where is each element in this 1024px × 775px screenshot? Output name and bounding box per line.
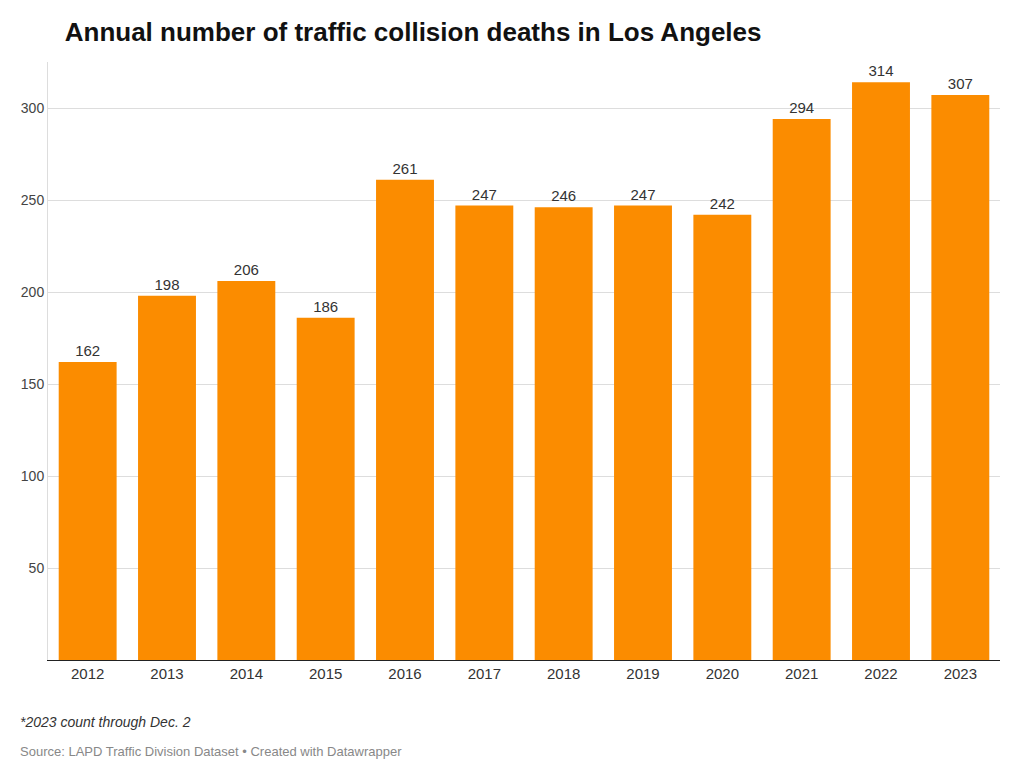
svg-text:2020: 2020 [706,665,739,682]
svg-text:Annual number of traffic colli: Annual number of traffic collision death… [65,17,762,47]
svg-text:100: 100 [21,468,45,484]
svg-text:300: 300 [21,100,45,116]
svg-text:2023: 2023 [944,665,977,682]
svg-text:*2023 count through Dec. 2: *2023 count through Dec. 2 [20,714,191,730]
svg-text:50: 50 [29,560,45,576]
svg-text:250: 250 [21,192,45,208]
svg-text:2018: 2018 [547,665,580,682]
svg-text:246: 246 [551,187,576,204]
svg-text:261: 261 [392,160,417,177]
svg-text:247: 247 [630,186,655,203]
svg-text:200: 200 [21,284,45,300]
svg-text:198: 198 [154,276,179,293]
svg-text:Source: LAPD Traffic Division: Source: LAPD Traffic Division Dataset • … [20,744,402,759]
svg-text:247: 247 [472,186,497,203]
svg-text:2019: 2019 [626,665,659,682]
svg-text:206: 206 [234,261,259,278]
svg-text:294: 294 [789,99,814,116]
svg-text:242: 242 [710,195,735,212]
svg-text:186: 186 [313,298,338,315]
svg-text:2014: 2014 [230,665,263,682]
svg-text:2013: 2013 [150,665,183,682]
svg-text:314: 314 [868,62,893,79]
svg-text:307: 307 [948,75,973,92]
svg-text:162: 162 [75,342,100,359]
svg-text:2015: 2015 [309,665,342,682]
svg-text:2021: 2021 [785,665,818,682]
svg-text:2016: 2016 [388,665,421,682]
svg-text:2012: 2012 [71,665,104,682]
svg-text:2017: 2017 [468,665,501,682]
svg-text:150: 150 [21,376,45,392]
svg-text:2022: 2022 [864,665,897,682]
